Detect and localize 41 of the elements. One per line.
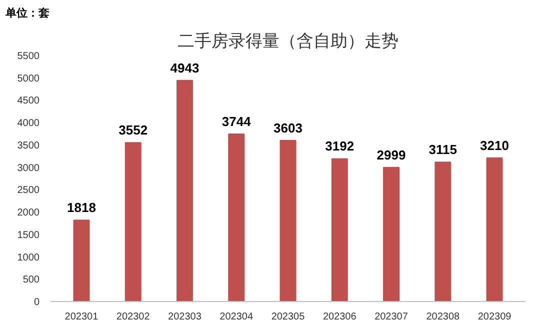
x-tick-label: 202307 [374,312,408,322]
y-tick-label: 2500 [17,185,40,196]
x-tick-label: 202305 [271,312,306,322]
bar [124,142,142,302]
text: 单位：套 [4,6,50,20]
x-tick-label: 202303 [168,312,202,322]
bar [331,158,348,302]
y-tick-label: 3000 [17,162,40,174]
x-tick-label: 202306 [322,312,357,322]
y-tick-label: 4000 [17,118,40,130]
x-tick-label: 202309 [478,312,512,322]
y-tick-label: 4500 [17,96,40,107]
y-tick-label: 1000 [17,252,40,264]
bar [73,220,90,302]
data-label: 3603 [274,120,302,136]
x-tick-label: 202308 [426,312,460,322]
x-tick-label: 202304 [220,312,254,322]
bar [434,162,452,302]
x-tick-label: 202301 [64,312,99,322]
bar [486,157,503,302]
y-tick-label: 1500 [17,230,40,241]
bar [176,80,193,302]
data-label: 3192 [325,138,354,154]
data-label: 1818 [67,200,96,216]
data-label: 3115 [428,142,457,158]
y-tick-label: 500 [22,274,40,286]
bar [383,166,400,302]
y-tick-label: 5500 [17,51,40,62]
data-label: 2999 [376,147,406,162]
bar [280,140,296,302]
data-label: 3744 [222,114,252,130]
y-tick-label: 0 [34,297,40,308]
data-label: 3552 [118,122,148,138]
data-label: 4943 [170,60,200,76]
y-tick-label: 5000 [17,73,40,84]
chart-title: 二手房录得量（含自助）走势 [178,32,398,50]
x-tick-label: 202302 [116,312,150,322]
bar [228,134,245,302]
data-label: 3210 [480,138,509,153]
y-tick-label: 3500 [17,140,40,152]
y-tick-label: 2000 [17,208,40,219]
